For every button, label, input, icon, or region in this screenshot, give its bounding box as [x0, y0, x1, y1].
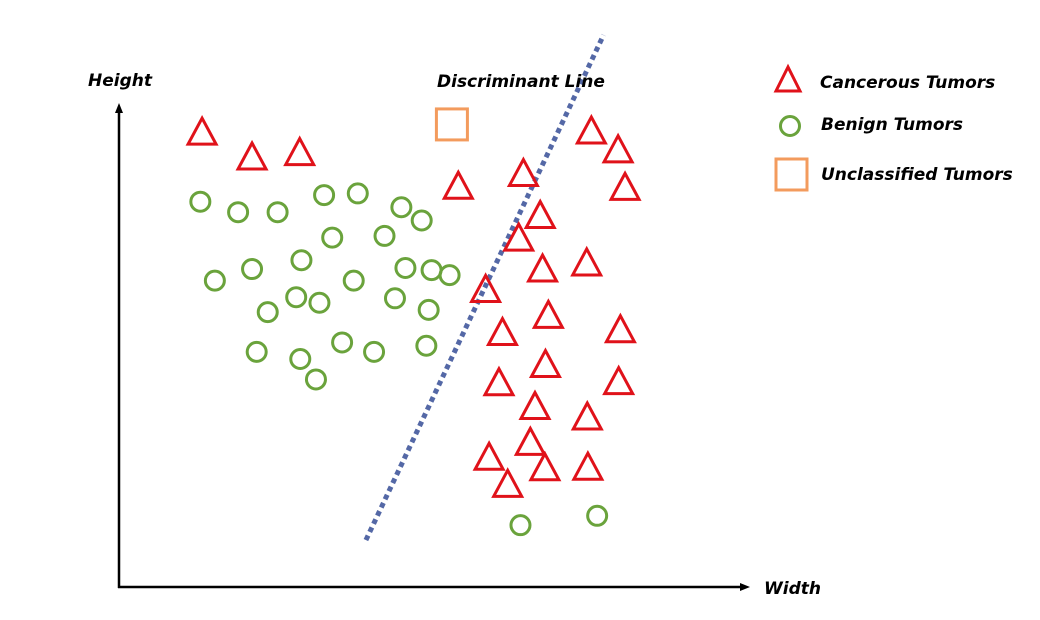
- benign-tumor-point: [415, 334, 438, 357]
- benign-tumor-point: [331, 331, 354, 354]
- cancerous-tumor-point: [608, 170, 642, 201]
- x-axis-label: Width: [764, 579, 821, 599]
- benign-tumor-point: [438, 264, 461, 287]
- legend-label-cancerous: Cancerous Tumors: [820, 73, 995, 93]
- benign-tumor-point: [189, 190, 212, 213]
- benign-tumor-point: [285, 286, 308, 309]
- benign-tumor-point: [410, 209, 433, 232]
- benign-tumor-point: [390, 196, 413, 219]
- benign-tumor-point: [363, 340, 386, 363]
- discriminant-line-label: Discriminant Line: [437, 72, 605, 92]
- cancerous-tumor-point: [469, 272, 503, 303]
- legend-triangle-marker: [773, 63, 803, 93]
- benign-tumor-point: [266, 201, 289, 224]
- cancerous-tumor-point: [570, 245, 604, 277]
- cancerous-tumor-point: [485, 315, 519, 347]
- cancerous-tumor-point: [482, 365, 516, 397]
- legend-square-marker: [774, 157, 809, 192]
- benign-tumor-point: [373, 224, 396, 247]
- benign-tumor-point: [509, 514, 532, 537]
- benign-tumor-point: [290, 249, 313, 272]
- legend-circle-marker: [779, 115, 801, 137]
- benign-tumor-point: [304, 368, 327, 391]
- benign-tumor-point: [586, 504, 609, 527]
- benign-tumor-point: [203, 269, 226, 292]
- cancerous-tumor-point: [502, 220, 536, 252]
- cancerous-tumor-point: [574, 113, 608, 145]
- cancerous-tumor-point: [528, 347, 562, 379]
- benign-tumor-point: [289, 348, 312, 371]
- cancerous-tumor-point: [526, 251, 560, 283]
- cancerous-tumor-point: [518, 389, 552, 420]
- data-points: [185, 107, 642, 537]
- cancerous-tumor-point: [570, 399, 604, 431]
- cancerous-tumor-point: [571, 450, 605, 481]
- legend-label-benign: Benign Tumors: [821, 115, 963, 135]
- benign-tumor-point: [241, 258, 264, 281]
- y-axis-label: Height: [88, 71, 153, 91]
- benign-tumor-point: [308, 291, 331, 314]
- benign-tumor-point: [256, 301, 279, 324]
- cancerous-tumor-point: [528, 450, 562, 482]
- cancerous-tumor-point: [472, 440, 506, 471]
- cancerous-tumor-point: [603, 312, 637, 344]
- cancerous-tumor-point: [283, 135, 317, 167]
- benign-tumor-point: [383, 287, 406, 310]
- benign-tumor-point: [417, 298, 440, 321]
- unclassified-tumor-point: [434, 107, 469, 142]
- discriminant-line: [363, 33, 606, 542]
- benign-tumor-point: [245, 340, 268, 363]
- cancerous-tumor-point: [531, 298, 565, 329]
- benign-tumor-point: [227, 201, 250, 224]
- cancerous-tumor-point: [506, 156, 540, 188]
- cancerous-tumor-point: [185, 114, 219, 146]
- legend: Cancerous Tumors Benign Tumors Unclassif…: [773, 63, 1013, 192]
- cancerous-tumor-point: [491, 467, 525, 498]
- benign-tumor-point: [346, 182, 369, 205]
- benign-tumor-point: [394, 256, 417, 279]
- cancerous-tumor-point: [441, 169, 475, 200]
- benign-tumor-point: [420, 259, 443, 282]
- benign-tumor-point: [342, 269, 365, 292]
- cancerous-tumor-point: [602, 364, 636, 396]
- cancerous-tumor-point: [235, 139, 269, 171]
- benign-tumor-point: [321, 226, 344, 249]
- cancerous-tumor-point: [523, 198, 557, 230]
- cancerous-tumor-point: [601, 132, 635, 164]
- benign-tumor-point: [313, 184, 336, 207]
- cancerous-tumor-point: [513, 425, 547, 456]
- legend-label-unclassified: Unclassified Tumors: [821, 165, 1013, 185]
